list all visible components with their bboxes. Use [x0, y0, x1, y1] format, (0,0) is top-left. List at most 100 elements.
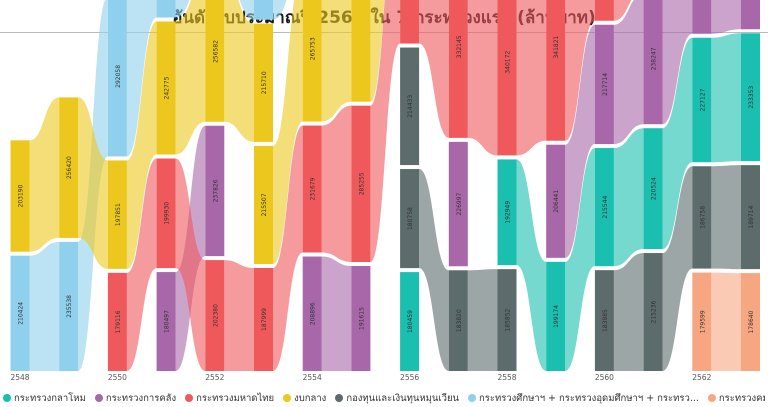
legend-item[interactable]: กระทรวงคมนาคม	[707, 391, 765, 406]
ribbon-กองทุนและเงินทุนหมุนเวียน	[467, 269, 498, 371]
x-axis: 2548 2550 2552 2554 2556 2558 2560 2562	[10, 373, 711, 382]
data-label: 233353	[748, 86, 755, 109]
bar-segment-2548-งบกลาง	[10, 140, 30, 252]
bar-segment-2551-กระทรวงมหาดไทย	[156, 158, 176, 269]
bar-segment-2555-กระทรวงมหาดไทย	[351, 105, 371, 262]
bar-segment-2555-กระทรวงการคลัง	[351, 265, 371, 371]
bar-segment-2559-กระทรวงการคลัง	[546, 144, 566, 258]
legend-swatch	[185, 394, 194, 402]
bar-segment-2563-กระทรวงคมนาคม	[741, 273, 760, 371]
legend-item[interactable]: งบกลาง	[283, 391, 326, 406]
data-label: 340172	[505, 51, 512, 74]
data-label: 189714	[748, 205, 755, 228]
bar-segment-2557-กระทรวงการคลัง	[448, 141, 468, 267]
data-label: 285255	[358, 172, 365, 195]
data-label: 203190	[18, 184, 25, 207]
data-label: 197851	[115, 203, 122, 226]
ribbon-กระทรวงกลาโหม	[565, 148, 595, 371]
bar-segment-2556-กระทรวงกลาโหม	[400, 272, 420, 371]
bar-segment-2560-กระทรวงมหาดไทย	[594, 0, 614, 21]
legend-item[interactable]: กองทุนและเงินทุนหมุนเวียน	[335, 391, 459, 406]
bar-segment-2562-กระทรวงกลาโหม	[692, 37, 712, 163]
data-label: 220524	[651, 177, 658, 200]
data-label: 185852	[505, 308, 512, 331]
legend-item[interactable]: กระทรวงมหาดไทย	[185, 391, 274, 406]
data-label: 199174	[553, 305, 560, 328]
data-label: 214433	[407, 95, 414, 118]
ribbon-กระทรวงมหาดไทย	[224, 260, 254, 371]
bar-segment-2553-งบกลาง	[254, 145, 273, 264]
bar-segment-2552-กระทรวงการคลัง	[205, 125, 225, 257]
data-label: 217714	[602, 73, 609, 96]
data-label: 237826	[212, 179, 219, 202]
legend-item[interactable]: กระทรวงกลาโหม	[3, 391, 86, 406]
bar-segment-2553-กระทรวงมหาดไทย	[254, 267, 273, 371]
ribbon-layer	[29, 0, 741, 371]
ribbon-กระทรวงมหาดไทย	[321, 105, 352, 262]
data-label: 226997	[456, 192, 463, 215]
data-label: 202380	[212, 304, 219, 327]
data-label: 187999	[261, 308, 268, 331]
ribbon-กระทรวงมหาดไทย	[175, 158, 206, 371]
ribbon-กองทุนและเงินทุนหมุนเวียน	[419, 169, 449, 371]
legend-label: กระทรวงศึกษาฯ + กระทรวงอุดมศึกษาฯ + กระท…	[479, 392, 699, 404]
chart-legend: กระทรวงกลาโหม กระทรวงการคลัง กระทรวงมหาดไท…	[3, 390, 765, 406]
x-tick-label: 2562	[692, 373, 711, 382]
bar-segment-2562-กองทุนและเงินทุนหมุนเวียน	[692, 166, 712, 269]
data-label: 208896	[310, 302, 317, 325]
ribbon-กระทรวงมหาดไทย	[273, 125, 303, 371]
ribbon-กระทรวงมหาดไทย	[419, 0, 449, 138]
ribbon-งบกลาง	[321, 0, 352, 122]
ribbon-กองทุนและเงินทุนหมุนเวียน	[711, 165, 741, 270]
bar-segment-2551-งบกลาง	[156, 21, 176, 155]
legend-item[interactable]: กระทรวงศึกษาฯ + กระทรวงอุดมศึกษาฯ + กระท…	[468, 391, 699, 406]
legend-label: กระทรวงมหาดไทย	[196, 392, 275, 404]
data-label: 180497	[164, 310, 171, 333]
ribbon-กระทรวงศึกษาฯ-+-กระทรวงอุดมศึกษาฯ-+-กระทรวงวิทยาศาสตร์ฯ	[239, 0, 254, 20]
bar-segment-2562-กระทรวงคมนาคม	[692, 272, 712, 371]
data-label: 215710	[261, 71, 268, 94]
legend-label: กระทรวงกลาโหม	[14, 392, 86, 404]
ribbon-งบกลาง	[224, 0, 254, 142]
legend-swatch	[94, 394, 103, 402]
data-label: 235538	[66, 295, 73, 318]
bar-segment-2556-กองทุนและเงินทุนหมุนเวียน	[400, 169, 420, 269]
ribbon-กระทรวงการคลัง	[321, 256, 352, 371]
legend-label: กระทรวงการคลัง	[105, 392, 177, 404]
data-label: 180459	[407, 310, 414, 333]
bar-segment-2560-กระทรวงกลาโหม	[594, 148, 614, 267]
x-tick-label: 2552	[205, 373, 224, 382]
bar-segment-2562-กระทรวงการคลัง	[692, 0, 712, 34]
bar-segment-2558-กองทุนและเงินทุนหมุนเวียน	[497, 269, 517, 371]
legend-swatch	[3, 394, 11, 402]
bar-segment-2552-งบกลาง	[205, 0, 225, 122]
ribbon-กระทรวงมหาดไทย	[613, 0, 632, 21]
data-label: 238247	[651, 47, 658, 70]
bar-segment-2551-กระทรวงการคลัง	[156, 272, 176, 371]
ribbon-กระทรวงการคลัง	[711, 0, 741, 34]
legend-swatch	[468, 394, 477, 402]
bar-segment-2549-กระทรวงศึกษาฯ-+-กระทรวงอุดมศึกษาฯ-+-กระทรวงวิทยาศาสตร์ฯ	[59, 241, 79, 371]
ribbon-งบกลาง	[126, 21, 157, 269]
data-label: 179116	[115, 310, 122, 333]
data-label: 210424	[18, 302, 25, 325]
ribbon-งบกลาง	[29, 97, 60, 252]
data-label: 265753	[310, 37, 317, 60]
bar-segment-2554-งบกลาง	[302, 0, 322, 122]
ribbon-กระทรวงมหาดไทย	[370, 0, 401, 262]
data-label: 191615	[358, 307, 365, 330]
bar-segment-2561-กองทุนและเงินทุนหมุนเวียน	[643, 253, 663, 371]
bar-segment-2548-กระทรวงศึกษาฯ-+-กระทรวงอุดมศึกษาฯ-+-กระทรวงวิทยาศาสตร์ฯ	[10, 255, 30, 371]
x-tick-label: 2558	[497, 373, 516, 382]
ribbon-กระทรวงศึกษาฯ-+-กระทรวงอุดมศึกษาฯ-+-กระทรวงวิทยาศาสตร์ฯ	[29, 241, 60, 371]
legend-item[interactable]: กระทรวงการคลัง	[94, 391, 177, 406]
data-label: 186758	[699, 206, 706, 229]
data-label: 332145	[456, 35, 463, 58]
ribbon-กองทุนและเงินทุนหมุนเวียน	[613, 253, 644, 371]
ribbon-งบกลาง	[370, 0, 385, 102]
x-tick-label: 2550	[108, 373, 127, 382]
x-tick-label: 2560	[595, 373, 614, 382]
ribbon-กระทรวงศึกษาฯ-+-กระทรวงอุดมศึกษาฯ-+-กระทรวงวิทยาศาสตร์ฯ	[126, 0, 157, 157]
ribbon-กระทรวงคมนาคม	[711, 272, 741, 371]
